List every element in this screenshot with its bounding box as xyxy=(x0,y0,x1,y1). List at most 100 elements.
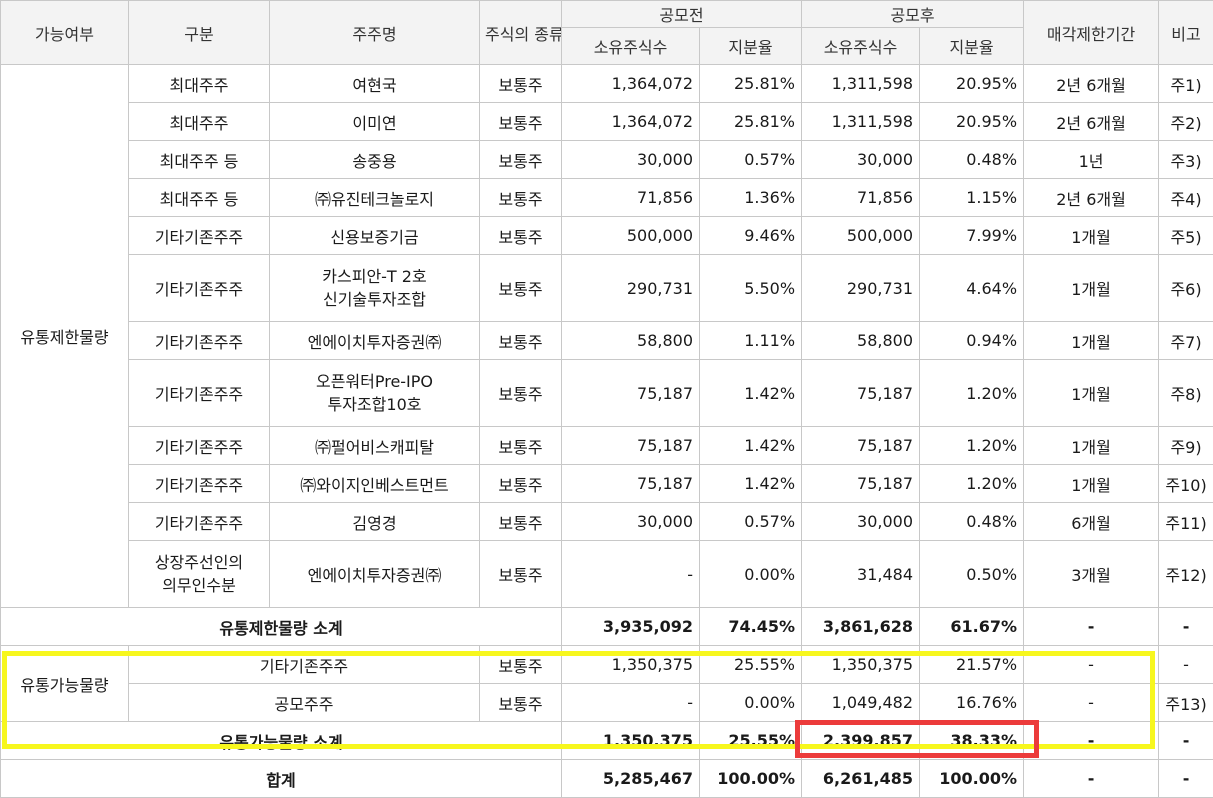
cell-stock-type: 보통주 xyxy=(480,255,562,322)
header-shareholder: 주주명 xyxy=(270,1,480,65)
cell-post-ratio: 100.00% xyxy=(920,760,1024,798)
cell-lockup: 2년 6개월 xyxy=(1024,103,1159,141)
header-post-ratio: 지분율 xyxy=(920,28,1024,65)
cell-post-ratio: 1.20% xyxy=(920,465,1024,503)
cell-pre-ratio: 25.55% xyxy=(700,646,802,684)
cell-lockup: - xyxy=(1024,760,1159,798)
header-pre-shares: 소유주식수 xyxy=(562,28,700,65)
cell-pre-shares: 75,187 xyxy=(562,360,700,427)
subtotal-label: 유통가능물량 소계 xyxy=(1,722,562,760)
cell-post-ratio: 1.20% xyxy=(920,360,1024,427)
cell-pre-shares: 30,000 xyxy=(562,503,700,541)
cell-post-ratio: 20.95% xyxy=(920,103,1024,141)
cell-note: 주10) xyxy=(1159,465,1213,503)
table-row: 유통제한물량 최대주주 여현국 보통주 1,364,072 25.81% 1,3… xyxy=(1,65,1213,103)
cell-post-ratio: 61.67% xyxy=(920,608,1024,646)
table-row: 기타기존주주 김영경 보통주 30,000 0.57% 30,000 0.48%… xyxy=(1,503,1213,541)
cell-post-shares: 71,856 xyxy=(802,179,920,217)
subtotal-label: 유통제한물량 소계 xyxy=(1,608,562,646)
cell-note: - xyxy=(1159,646,1213,684)
cell-note: 주11) xyxy=(1159,503,1213,541)
cell-shareholder: ㈜와이지인베스트먼트 xyxy=(270,465,480,503)
table-row: 기타기존주주 신용보증기금 보통주 500,000 9.46% 500,000 … xyxy=(1,217,1213,255)
cell-shareholder: 오픈워터Pre-IPO 투자조합10호 xyxy=(270,360,480,427)
cell-category: 기타기존주주 xyxy=(129,465,270,503)
cell-category: 최대주주 등 xyxy=(129,179,270,217)
cell-post-shares: 6,261,485 xyxy=(802,760,920,798)
header-post-shares: 소유주식수 xyxy=(802,28,920,65)
cell-pre-shares: 30,000 xyxy=(562,141,700,179)
cell-stock-type: 보통주 xyxy=(480,322,562,360)
table-row: 공모주주 보통주 - 0.00% 1,049,482 16.76% - 주13) xyxy=(1,684,1213,722)
cell-shareholder: 엔에이치투자증권㈜ xyxy=(270,541,480,608)
cell-note: 주5) xyxy=(1159,217,1213,255)
cell-note: 주3) xyxy=(1159,141,1213,179)
cell-lockup: - xyxy=(1024,722,1159,760)
group-label-restricted: 유통제한물량 xyxy=(1,65,129,608)
cell-shareholder: 여현국 xyxy=(270,65,480,103)
cell-post-ratio: 20.95% xyxy=(920,65,1024,103)
cell-lockup: - xyxy=(1024,646,1159,684)
cell-pre-ratio: 25.81% xyxy=(700,65,802,103)
cell-note: 주13) xyxy=(1159,684,1213,722)
cell-note: 주7) xyxy=(1159,322,1213,360)
table-row: 기타기존주주 ㈜와이지인베스트먼트 보통주 75,187 1.42% 75,18… xyxy=(1,465,1213,503)
cell-note: 주2) xyxy=(1159,103,1213,141)
table-row: 유통가능물량 기타기존주주 보통주 1,350,375 25.55% 1,350… xyxy=(1,646,1213,684)
cell-category: 기타기존주주 xyxy=(129,360,270,427)
cell-post-shares: 1,049,482 xyxy=(802,684,920,722)
cell-pre-shares: 75,187 xyxy=(562,427,700,465)
header-category: 구분 xyxy=(129,1,270,65)
cell-shareholder: ㈜유진테크놀로지 xyxy=(270,179,480,217)
table-row: 상장주선인의 의무인수분 엔에이치투자증권㈜ 보통주 - 0.00% 31,48… xyxy=(1,541,1213,608)
cell-stock-type: 보통주 xyxy=(480,103,562,141)
cell-lockup: - xyxy=(1024,684,1159,722)
cell-pre-shares: 3,935,092 xyxy=(562,608,700,646)
table-row: 최대주주 등 ㈜유진테크놀로지 보통주 71,856 1.36% 71,856 … xyxy=(1,179,1213,217)
cell-post-shares: 30,000 xyxy=(802,141,920,179)
cell-post-shares: 75,187 xyxy=(802,360,920,427)
cell-pre-shares: 75,187 xyxy=(562,465,700,503)
cell-pre-ratio: 0.00% xyxy=(700,684,802,722)
cell-stock-type: 보통주 xyxy=(480,427,562,465)
cell-pre-shares: 1,364,072 xyxy=(562,65,700,103)
cell-pre-shares: 1,350,375 xyxy=(562,646,700,684)
cell-pre-ratio: 25.81% xyxy=(700,103,802,141)
cell-pre-ratio: 0.57% xyxy=(700,141,802,179)
cell-stock-type: 보통주 xyxy=(480,360,562,427)
cell-post-ratio: 16.76% xyxy=(920,684,1024,722)
cell-pre-ratio: 1.36% xyxy=(700,179,802,217)
cell-post-ratio: 38.33% xyxy=(920,722,1024,760)
cell-category: 기타기존주주 xyxy=(129,427,270,465)
cell-category: 최대주주 xyxy=(129,103,270,141)
cell-category: 최대주주 등 xyxy=(129,141,270,179)
cell-stock-type: 보통주 xyxy=(480,646,562,684)
cell-note: 주12) xyxy=(1159,541,1213,608)
cell-post-ratio: 0.50% xyxy=(920,541,1024,608)
cell-stock-type: 보통주 xyxy=(480,65,562,103)
cell-stock-type: 보통주 xyxy=(480,541,562,608)
cell-lockup: 1개월 xyxy=(1024,465,1159,503)
cell-stock-type: 보통주 xyxy=(480,179,562,217)
cell-lockup: 1년 xyxy=(1024,141,1159,179)
cell-lockup: 1개월 xyxy=(1024,322,1159,360)
cell-note: 주1) xyxy=(1159,65,1213,103)
cell-post-ratio: 0.48% xyxy=(920,503,1024,541)
cell-pre-ratio: 5.50% xyxy=(700,255,802,322)
cell-note: - xyxy=(1159,760,1213,798)
cell-post-shares: 58,800 xyxy=(802,322,920,360)
cell-pre-ratio: 9.46% xyxy=(700,217,802,255)
cell-post-ratio: 21.57% xyxy=(920,646,1024,684)
cell-lockup: 2년 6개월 xyxy=(1024,65,1159,103)
cell-note: 주8) xyxy=(1159,360,1213,427)
cell-post-shares: 75,187 xyxy=(802,465,920,503)
header-lockup: 매각제한기간 xyxy=(1024,1,1159,65)
cell-pre-ratio: 0.00% xyxy=(700,541,802,608)
cell-stock-type: 보통주 xyxy=(480,217,562,255)
cell-lockup: - xyxy=(1024,608,1159,646)
cell-post-shares: 500,000 xyxy=(802,217,920,255)
cell-pre-ratio: 1.42% xyxy=(700,465,802,503)
cell-post-ratio: 1.15% xyxy=(920,179,1024,217)
cell-post-ratio: 0.94% xyxy=(920,322,1024,360)
cell-shareholder: 송중용 xyxy=(270,141,480,179)
